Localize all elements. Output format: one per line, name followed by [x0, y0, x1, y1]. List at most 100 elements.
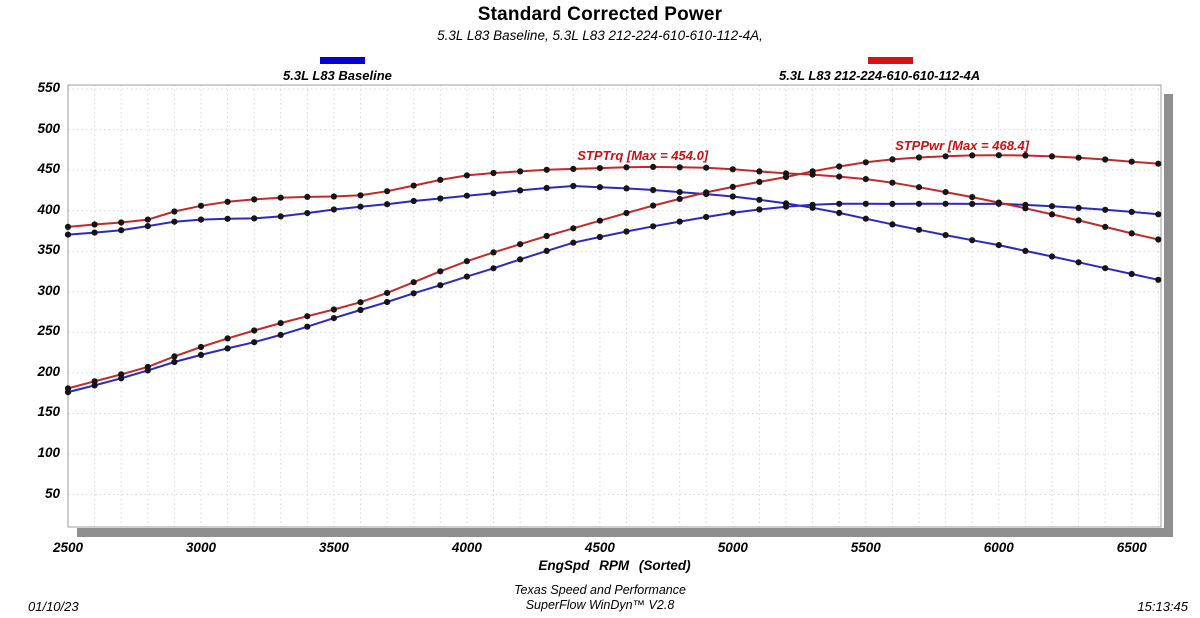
data-point-marker [995, 199, 1002, 206]
data-point-marker [676, 195, 683, 202]
series-line-baseline [67, 184, 1159, 281]
data-point-marker [1155, 236, 1162, 243]
max-annotation: STPTrq [Max = 454.0] [577, 148, 709, 164]
data-point-marker [915, 200, 923, 207]
x-tick-label: 5000 [717, 540, 748, 555]
data-point-marker [623, 185, 630, 192]
data-point-marker [517, 168, 524, 175]
data-point-marker [756, 178, 763, 185]
data-point-marker [171, 353, 178, 360]
series-line-modified [67, 165, 1159, 241]
data-point-marker [1048, 153, 1056, 160]
data-point-marker [1075, 217, 1082, 224]
data-point-marker [676, 218, 683, 225]
data-point-marker [251, 339, 258, 346]
data-point-marker [277, 331, 284, 338]
data-point-marker [1022, 152, 1029, 159]
data-point-marker [596, 233, 604, 241]
data-point-marker [809, 168, 816, 175]
legend-swatch-baseline [320, 57, 365, 64]
data-point-marker [463, 172, 470, 179]
data-point-marker [596, 217, 604, 224]
data-point-marker [543, 247, 550, 254]
data-point-marker [224, 198, 231, 205]
data-point-marker [277, 320, 284, 327]
data-point-marker [357, 192, 364, 199]
data-point-marker [729, 183, 736, 190]
data-point-marker [277, 213, 284, 220]
page-title: Standard Corrected Power [477, 4, 723, 25]
data-point-marker [543, 166, 550, 173]
data-point-marker [330, 206, 337, 213]
data-point-marker [995, 152, 1002, 159]
data-point-marker [570, 165, 577, 172]
data-point-marker [1075, 154, 1082, 161]
data-point-marker [144, 223, 151, 230]
data-point-marker [251, 215, 258, 222]
data-point-marker [224, 215, 231, 222]
data-point-marker [1128, 230, 1135, 237]
x-tick-label: 6000 [983, 540, 1014, 555]
data-point-marker [650, 223, 657, 230]
data-point-marker [570, 182, 577, 190]
data-point-marker [942, 153, 949, 160]
data-point-marker [650, 186, 657, 194]
data-point-marker [969, 194, 976, 201]
y-tick-label: 300 [37, 282, 60, 298]
data-point-marker [277, 194, 284, 201]
data-point-marker [729, 193, 736, 200]
data-point-marker [543, 184, 550, 192]
data-point-marker [889, 221, 896, 228]
data-point-marker [144, 216, 151, 223]
data-point-marker [330, 193, 337, 200]
data-point-marker [490, 169, 497, 177]
data-point-marker [197, 202, 205, 209]
y-tick-label: 200 [37, 363, 60, 379]
data-point-marker [118, 227, 125, 234]
data-point-marker [251, 196, 258, 203]
data-point-marker [623, 209, 630, 217]
data-point-marker [1022, 247, 1029, 254]
data-point-marker [517, 187, 524, 194]
data-point-marker [197, 216, 205, 223]
facility-name: Texas Speed and Performance [514, 583, 686, 597]
data-point-marker [64, 223, 72, 230]
data-point-marker [1102, 206, 1109, 213]
series-line-modified [67, 154, 1159, 390]
data-point-marker [650, 163, 657, 170]
x-tick-label: 4500 [584, 540, 615, 555]
data-point-marker [171, 218, 178, 225]
data-point-marker [836, 173, 843, 180]
data-point-marker [1102, 265, 1109, 272]
data-point-marker [437, 195, 444, 202]
data-point-marker [623, 164, 630, 171]
data-point-marker [1048, 253, 1056, 260]
data-point-marker [1075, 204, 1082, 211]
report-date: 01/10/23 [28, 599, 79, 614]
data-point-marker [463, 258, 470, 265]
data-point-marker [1102, 156, 1109, 163]
data-point-marker [410, 182, 417, 189]
data-point-marker [889, 156, 896, 163]
data-point-marker [384, 201, 391, 208]
report-time: 15:13:45 [1137, 599, 1188, 614]
x-tick-label: 4000 [451, 540, 482, 555]
data-point-marker [118, 219, 125, 226]
data-point-marker [197, 351, 205, 358]
chart-shadow-bottom [77, 528, 1173, 537]
y-tick-label: 550 [37, 80, 60, 96]
data-point-marker [437, 176, 444, 183]
legend-label-baseline: 5.3L L83 Baseline [283, 68, 392, 83]
data-point-marker [703, 164, 710, 171]
data-point-marker [650, 202, 657, 209]
y-tick-label: 450 [37, 161, 60, 177]
data-point-marker [1155, 276, 1162, 283]
data-point-marker [809, 201, 816, 208]
data-point-marker [171, 208, 178, 215]
data-point-marker [197, 343, 205, 351]
data-point-marker [596, 165, 604, 172]
data-point-marker [490, 249, 497, 256]
data-point-marker [357, 299, 364, 306]
